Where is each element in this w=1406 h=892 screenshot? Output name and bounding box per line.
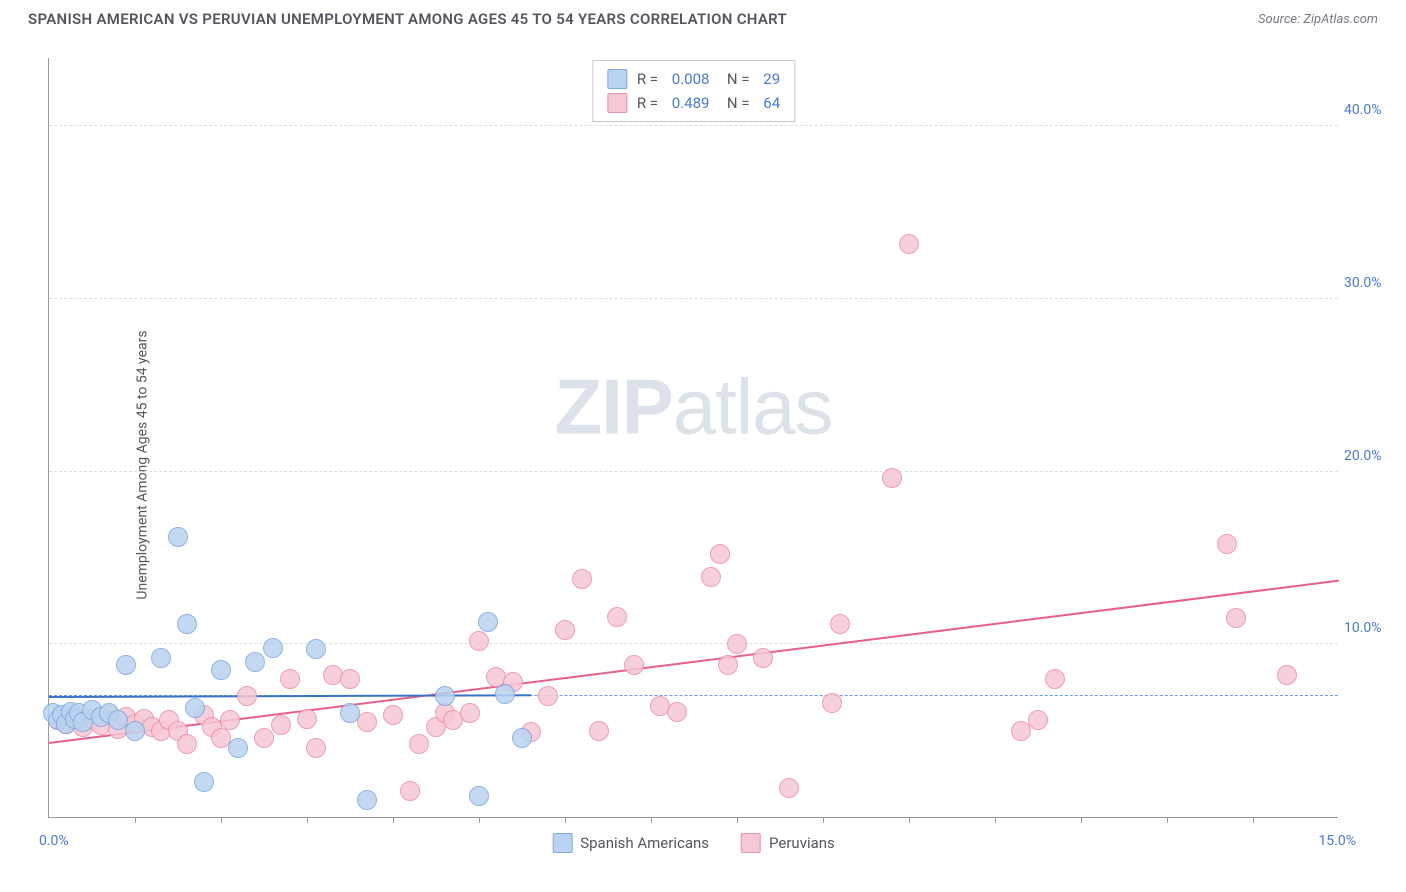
gridline-h xyxy=(49,125,1338,126)
data-point-peruvian xyxy=(460,703,480,723)
x-tick-mark xyxy=(221,817,222,823)
data-point-spanish-american xyxy=(263,638,283,658)
data-point-spanish-american xyxy=(478,612,498,632)
data-point-peruvian xyxy=(830,614,850,634)
data-point-spanish-american xyxy=(151,648,171,668)
source-attribution: Source: ZipAtlas.com xyxy=(1258,12,1378,27)
x-tick-mark xyxy=(307,817,308,823)
x-tick-mark xyxy=(565,817,566,823)
x-tick-mark xyxy=(1081,817,1082,823)
data-point-peruvian xyxy=(572,569,592,589)
data-point-spanish-american xyxy=(194,772,214,792)
data-point-peruvian xyxy=(753,648,773,668)
data-point-peruvian xyxy=(271,715,291,735)
data-point-spanish-american xyxy=(357,790,377,810)
correlation-stats-box: R = 0.008 N = 29 R = 0.489 N = 64 xyxy=(592,60,795,122)
gridline-h xyxy=(49,298,1338,299)
data-point-spanish-american xyxy=(495,684,515,704)
data-point-peruvian xyxy=(280,669,300,689)
data-point-peruvian xyxy=(779,778,799,798)
scatter-plot: ZIPatlas R = 0.008 N = 29 R = 0.489 N = … xyxy=(48,58,1338,818)
page-title: SPANISH AMERICAN VS PERUVIAN UNEMPLOYMEN… xyxy=(28,10,787,28)
x-tick-mark xyxy=(393,817,394,823)
legend-swatch-a xyxy=(552,833,572,853)
x-tick-mark xyxy=(135,817,136,823)
data-point-peruvian xyxy=(822,693,842,713)
data-point-peruvian xyxy=(220,710,240,730)
data-point-spanish-american xyxy=(340,703,360,723)
data-point-peruvian xyxy=(607,607,627,627)
data-point-spanish-american xyxy=(435,686,455,706)
x-axis-max-label: 15.0% xyxy=(1318,833,1356,849)
stats-row-series-b: R = 0.489 N = 64 xyxy=(607,91,780,115)
data-point-peruvian xyxy=(1226,608,1246,628)
data-point-peruvian xyxy=(469,631,489,651)
x-tick-mark xyxy=(995,817,996,823)
data-point-peruvian xyxy=(667,702,687,722)
data-point-peruvian xyxy=(701,567,721,587)
x-tick-mark xyxy=(737,817,738,823)
data-point-peruvian xyxy=(1045,669,1065,689)
legend-swatch-b xyxy=(741,833,761,853)
watermark: ZIPatlas xyxy=(554,362,832,453)
data-point-peruvian xyxy=(882,468,902,488)
y-tick-label: 30.0% xyxy=(1344,275,1400,291)
data-point-peruvian xyxy=(254,728,274,748)
data-point-spanish-american xyxy=(228,738,248,758)
data-point-peruvian xyxy=(899,234,919,254)
gridline-h xyxy=(49,471,1338,472)
x-tick-mark xyxy=(1167,817,1168,823)
data-point-spanish-american xyxy=(177,614,197,634)
data-point-peruvian xyxy=(177,734,197,754)
data-point-peruvian xyxy=(357,712,377,732)
swatch-series-a xyxy=(607,69,627,89)
data-point-peruvian xyxy=(589,721,609,741)
x-axis-min-label: 0.0% xyxy=(39,833,69,849)
trend-line xyxy=(49,580,1339,744)
x-tick-mark xyxy=(479,817,480,823)
data-point-peruvian xyxy=(383,705,403,725)
x-tick-mark xyxy=(1253,817,1254,823)
y-tick-label: 20.0% xyxy=(1344,448,1400,464)
data-point-spanish-american xyxy=(211,660,231,680)
gridline-h xyxy=(49,643,1338,644)
data-point-peruvian xyxy=(306,738,326,758)
data-point-peruvian xyxy=(1028,710,1048,730)
data-point-peruvian xyxy=(727,634,747,654)
data-point-peruvian xyxy=(710,544,730,564)
data-point-peruvian xyxy=(555,620,575,640)
x-tick-mark xyxy=(823,817,824,823)
data-point-spanish-american xyxy=(245,652,265,672)
data-point-peruvian xyxy=(718,655,738,675)
data-point-peruvian xyxy=(538,686,558,706)
data-point-spanish-american xyxy=(168,527,188,547)
legend-item-b: Peruvians xyxy=(741,833,835,853)
data-point-spanish-american xyxy=(469,786,489,806)
data-point-peruvian xyxy=(409,734,429,754)
bottom-legend: Spanish Americans Peruvians xyxy=(552,833,835,853)
y-tick-label: 10.0% xyxy=(1344,620,1400,636)
data-point-peruvian xyxy=(1217,534,1237,554)
swatch-series-b xyxy=(607,93,627,113)
data-point-peruvian xyxy=(1277,665,1297,685)
x-tick-mark xyxy=(651,817,652,823)
x-tick-mark xyxy=(909,817,910,823)
data-point-spanish-american xyxy=(512,728,532,748)
data-point-spanish-american xyxy=(185,698,205,718)
data-point-spanish-american xyxy=(116,655,136,675)
data-point-spanish-american xyxy=(306,639,326,659)
data-point-peruvian xyxy=(340,669,360,689)
data-point-spanish-american xyxy=(125,721,145,741)
legend-item-a: Spanish Americans xyxy=(552,833,709,853)
stats-row-series-a: R = 0.008 N = 29 xyxy=(607,67,780,91)
data-point-peruvian xyxy=(624,655,644,675)
y-tick-label: 40.0% xyxy=(1344,102,1400,118)
data-point-peruvian xyxy=(237,686,257,706)
data-point-peruvian xyxy=(297,709,317,729)
chart-container: Unemployment Among Ages 45 to 54 years Z… xyxy=(0,38,1406,892)
data-point-peruvian xyxy=(400,781,420,801)
